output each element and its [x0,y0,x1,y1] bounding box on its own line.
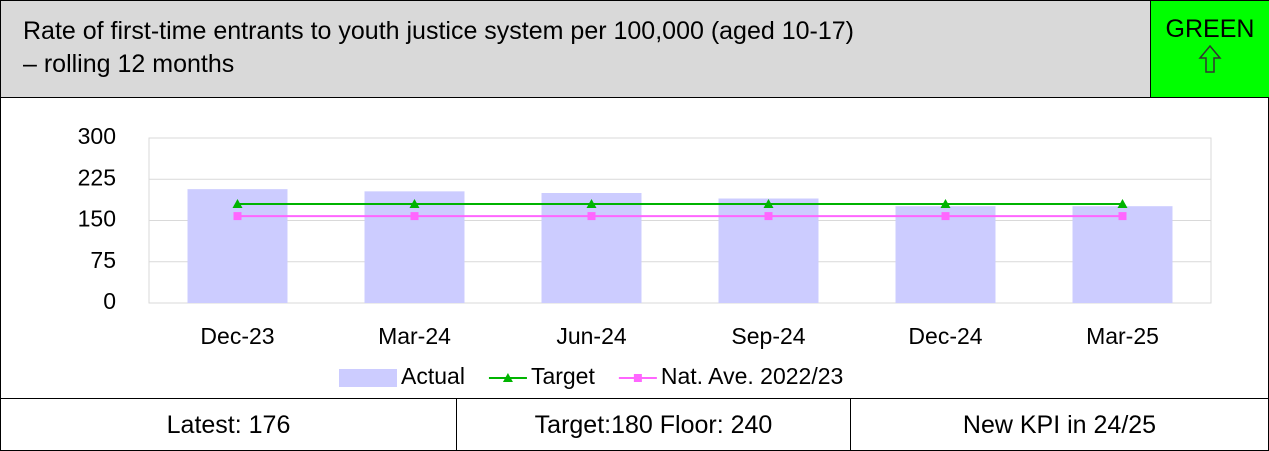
x-tick-label: Mar-25 [1086,323,1159,349]
header: Rate of first-time entrants to youth jus… [1,1,1150,98]
marker [232,199,243,208]
marker [233,212,242,221]
footer-cell: Latest: 176 [1,399,457,451]
status-box: GREEN [1150,1,1269,98]
chart: 0 75 150 225 300 Dec-23 Mar-24 Jun-24 Sep-24 Dec-… [78,123,1212,389]
title-line: Rate of first-time entrants to youth jus… [23,17,854,45]
legend-marker [633,374,642,382]
bar [1072,206,1173,303]
bar [895,206,996,303]
footer-cell: New KPI in 24/25 [962,411,1157,439]
marker [586,199,597,208]
title-line: – rolling 12 months [23,50,235,78]
legend-swatch [339,369,397,387]
y-tick-label: 0 [103,288,116,314]
marker [410,212,419,221]
y-tick-label: 75 [90,247,116,273]
x-tick-label: Jun-24 [556,323,627,349]
marker [764,212,773,221]
y-tick-label: 150 [78,206,116,232]
plot-border [148,137,1212,304]
bar [187,189,288,303]
bar [541,193,642,303]
bar [364,191,465,303]
y-tick-label: 225 [78,164,116,190]
footer-cell: Target:180 Floor: 240 [457,399,851,451]
legend-marker [502,373,513,382]
title: Rate of first-time entrants to youth jus… [23,15,854,81]
marker [409,199,420,208]
legend-label: Nat. Ave. 2022/23 [661,363,843,389]
up-arrow-icon [1198,44,1222,73]
footer: Latest: 176 Target:180 Floor: 240 New KP… [1,398,1268,451]
marker [940,199,951,208]
y-tick-label: 300 [78,123,116,149]
legend-label: Target [531,363,596,389]
x-tick-label: Sep-24 [731,323,805,349]
x-tick-label: Dec-23 [200,323,274,349]
marker [763,199,774,208]
x-tick-label: Mar-24 [378,323,451,349]
legend-label: Actual [401,363,465,389]
marker [941,212,950,221]
marker [1118,212,1127,221]
marker [587,212,596,221]
status-text: GREEN [1165,15,1255,43]
x-tick-label: Dec-24 [908,323,982,349]
marker [1117,199,1128,208]
